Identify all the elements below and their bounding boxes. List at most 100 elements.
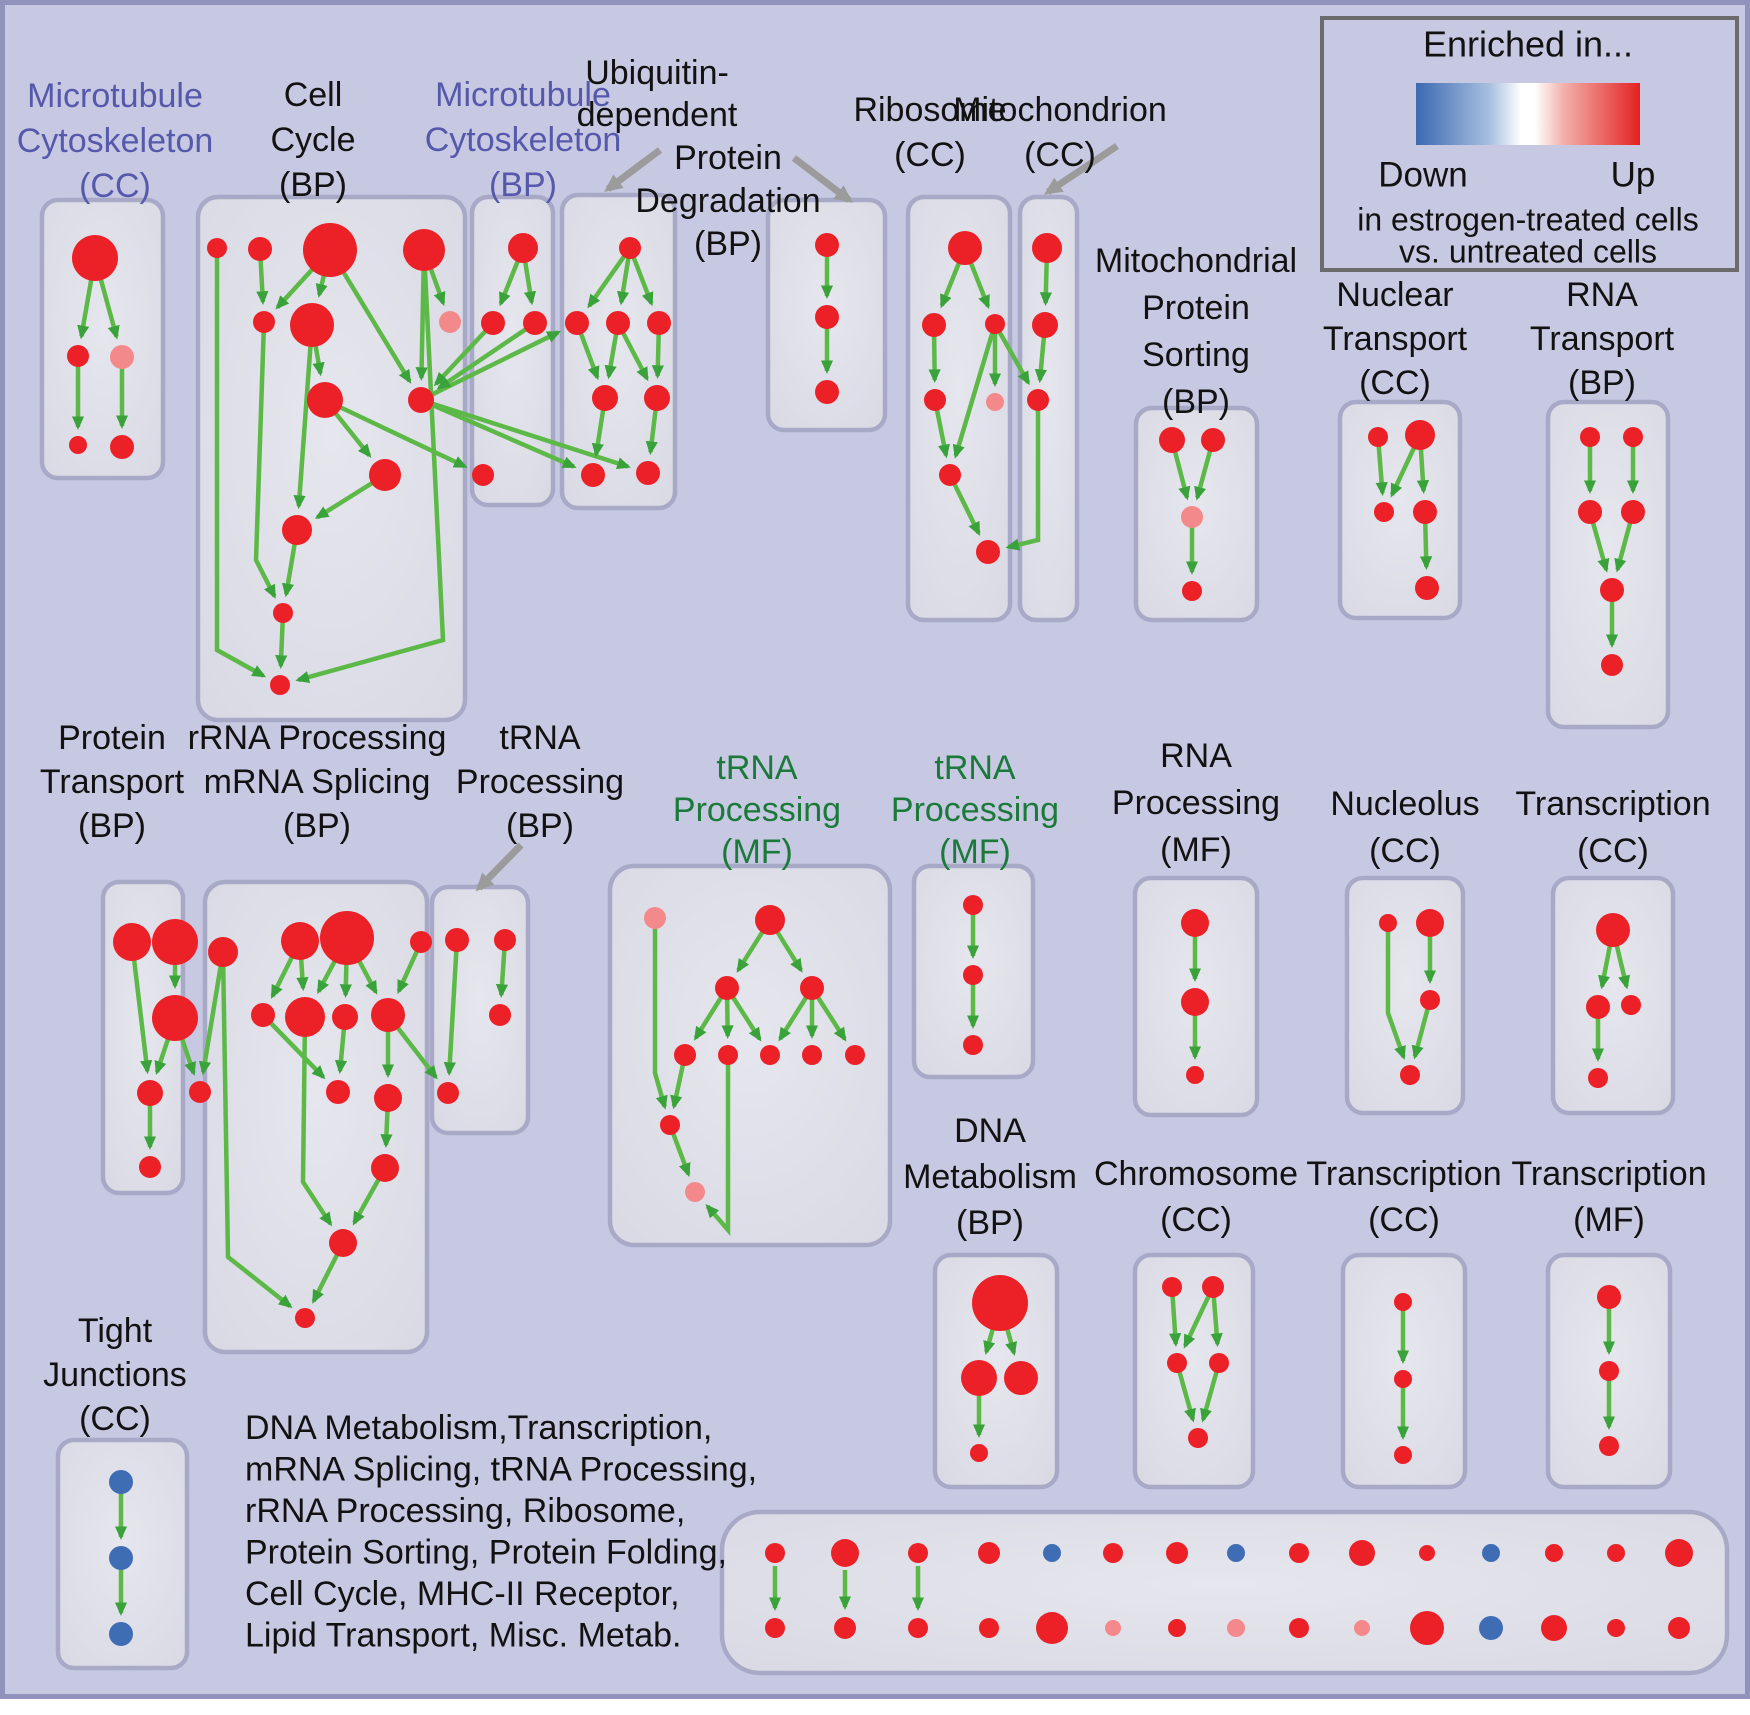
misc-clusters-note: DNA Metabolism,Transcription, mRNA Splici… (245, 1409, 757, 1655)
gene-node (674, 1044, 696, 1066)
cluster-box (932, 1252, 1060, 1490)
gene-node (371, 998, 405, 1032)
gene-node (1416, 909, 1444, 937)
gene-node (718, 1045, 738, 1065)
gene-node (1201, 428, 1225, 452)
gene-node (472, 464, 494, 486)
legend-subtitle-1: in estrogen-treated cells (1357, 201, 1699, 237)
gene-node (408, 387, 434, 413)
gene-node (1004, 1361, 1038, 1395)
gene-node (251, 1003, 275, 1027)
gene-node (1415, 576, 1439, 600)
network-nodes (67, 223, 1645, 1646)
label-pointer-arrow (1044, 143, 1119, 195)
gene-node (1181, 506, 1203, 528)
legend: Enriched in... Down Up in estrogen-treat… (1320, 16, 1739, 272)
gene-node (963, 965, 983, 985)
legend-subtitle-2: vs. untreated cells (1399, 233, 1657, 269)
gene-node (270, 675, 290, 695)
gene-node (109, 1470, 133, 1494)
band-node-top (1043, 1544, 1061, 1562)
network-edge (1005, 400, 1041, 551)
gene-node (1596, 913, 1630, 947)
gene-node (1588, 1068, 1608, 1088)
gene-node (939, 464, 961, 486)
gene-node (109, 1622, 133, 1646)
band-node-top (1545, 1544, 1563, 1562)
footnote: DNA Metabolism,Transcription, mRNA Splici… (245, 1409, 757, 1655)
gene-node (303, 223, 357, 277)
gene-node (1405, 420, 1435, 450)
gene-node (1600, 578, 1624, 602)
network-edge (293, 324, 315, 510)
network-edge (214, 248, 267, 678)
gene-node (523, 311, 547, 335)
gene-node (1159, 427, 1185, 453)
gene-node (581, 463, 605, 487)
network-edge (652, 918, 668, 1110)
band-node-bottom (1410, 1611, 1444, 1645)
gene-node (1420, 990, 1440, 1010)
gene-node (815, 305, 839, 329)
network-edge (295, 249, 446, 683)
gene-node (295, 1308, 315, 1328)
band-node-bottom (1541, 1615, 1567, 1641)
cluster-box (1337, 399, 1463, 621)
gene-node (1621, 500, 1645, 524)
gene-node (207, 238, 227, 258)
cluster-label: RNA Transport (BP) (1530, 276, 1675, 402)
gene-node (644, 907, 666, 929)
cluster-box (1550, 875, 1676, 1116)
gene-node (1032, 312, 1058, 338)
gene-node (802, 1045, 822, 1065)
cluster-label: rRNA Processing mRNA Splicing (BP) (188, 719, 447, 845)
gene-node (1601, 654, 1623, 676)
gene-node (69, 436, 87, 454)
gene-node (371, 1154, 399, 1182)
gene-node (281, 922, 319, 960)
gene-node (248, 237, 272, 261)
cluster-box (202, 879, 430, 1355)
gene-node (137, 1080, 163, 1106)
gene-node (1032, 233, 1062, 263)
band-node-bottom (1607, 1619, 1625, 1637)
gene-node (1182, 581, 1202, 601)
band-node-top (831, 1539, 859, 1567)
band-node-top (1103, 1543, 1123, 1563)
gene-node (963, 1035, 983, 1055)
cluster-label: Ubiquitin-dependent (577, 54, 738, 134)
band-node-top (1419, 1545, 1435, 1561)
band-node-bottom (1479, 1616, 1503, 1640)
gene-node (1394, 1446, 1412, 1464)
band-node-bottom (1227, 1619, 1245, 1637)
gene-node (1188, 1428, 1208, 1448)
legend-gradient-bar (1416, 83, 1640, 145)
label-pointer-arrow (791, 155, 853, 203)
cluster-label: Transcription (MF) (1511, 1155, 1706, 1239)
gene-node (1621, 995, 1641, 1015)
cluster-label: Nucleolus (CC) (1330, 785, 1479, 870)
gene-node (948, 231, 982, 265)
gene-node (282, 515, 312, 545)
gene-node (489, 1004, 511, 1026)
gene-node (685, 1182, 705, 1202)
gene-node (481, 311, 505, 335)
gene-node (636, 461, 660, 485)
gene-node (329, 1229, 357, 1257)
band-node-bottom (1668, 1617, 1690, 1639)
gene-node (253, 311, 275, 333)
gene-node (110, 345, 134, 369)
gene-node (1394, 1370, 1412, 1388)
gene-node (1623, 427, 1643, 447)
gene-node (273, 603, 293, 623)
gene-node (508, 233, 538, 263)
summary-band (719, 1509, 1730, 1676)
network-edge (1385, 923, 1406, 1060)
network-edge (443, 939, 460, 1077)
network-edge (198, 951, 226, 1076)
gene-node (445, 928, 469, 952)
network-edge (705, 1055, 731, 1237)
gene-node (985, 314, 1005, 334)
gene-node (760, 1045, 780, 1065)
